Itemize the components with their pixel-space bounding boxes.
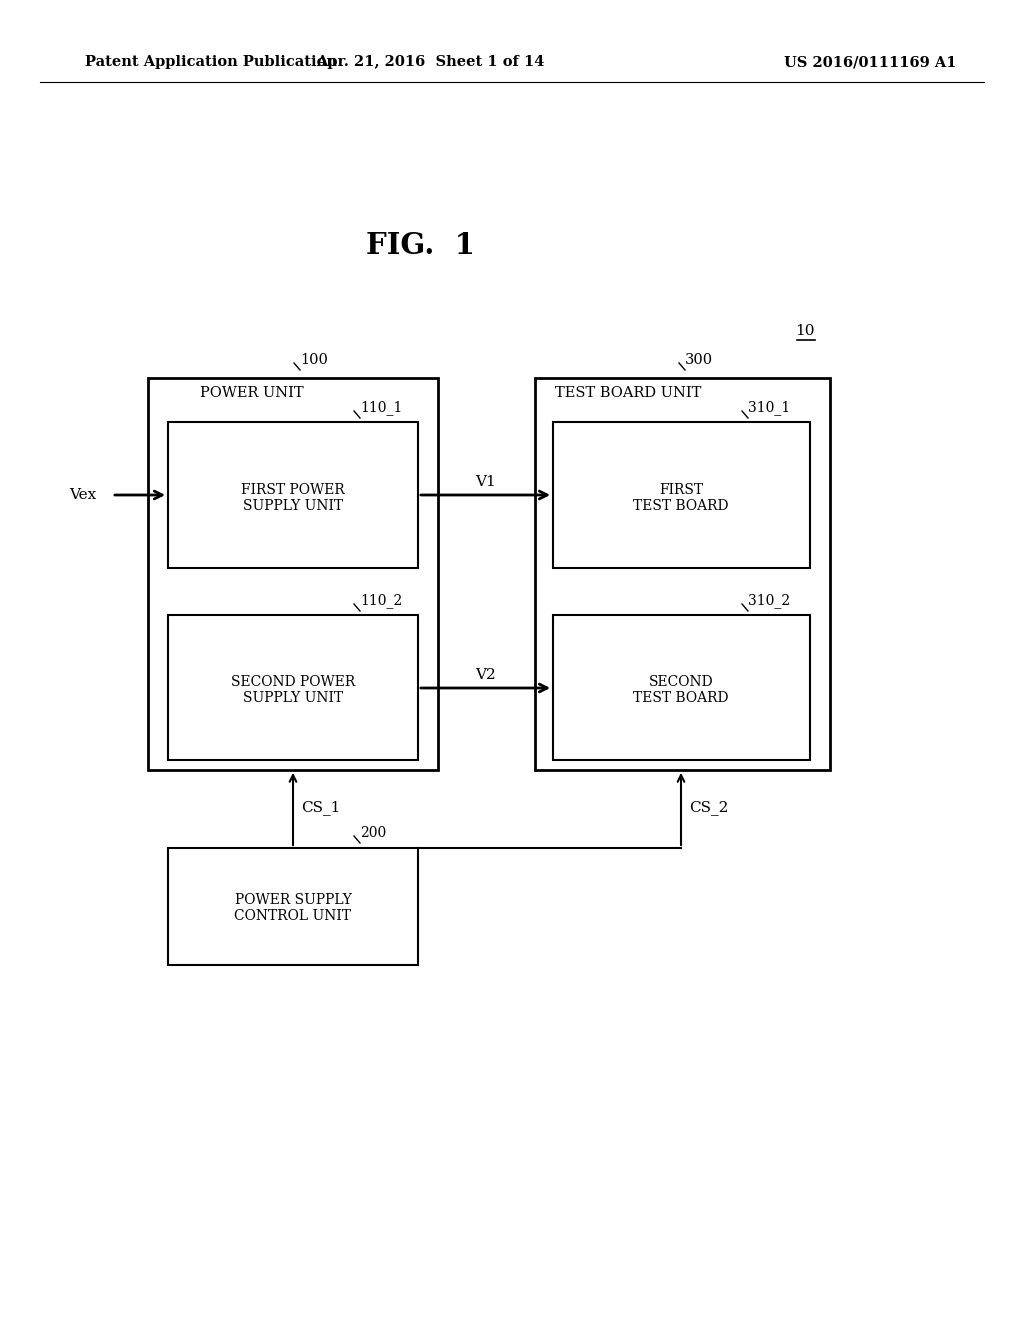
- Bar: [168, 615, 418, 760]
- Text: US 2016/0111169 A1: US 2016/0111169 A1: [783, 55, 956, 69]
- Text: 110_2: 110_2: [360, 594, 402, 609]
- Text: 200: 200: [360, 826, 386, 840]
- Text: FIRST
TEST BOARD: FIRST TEST BOARD: [633, 483, 729, 513]
- Bar: [553, 422, 810, 568]
- Text: TEST BOARD UNIT: TEST BOARD UNIT: [555, 385, 701, 400]
- Text: SECOND POWER
SUPPLY UNIT: SECOND POWER SUPPLY UNIT: [230, 675, 355, 705]
- Text: Apr. 21, 2016  Sheet 1 of 14: Apr. 21, 2016 Sheet 1 of 14: [315, 55, 544, 69]
- Bar: [553, 615, 810, 760]
- Text: 110_1: 110_1: [360, 400, 402, 416]
- Text: 100: 100: [300, 352, 328, 367]
- Text: V1: V1: [475, 475, 496, 488]
- Text: Vex: Vex: [69, 488, 96, 502]
- Text: 10: 10: [796, 323, 815, 338]
- Text: CS_2: CS_2: [689, 800, 728, 816]
- Text: FIG.  1: FIG. 1: [366, 231, 474, 260]
- Text: FIRST POWER
SUPPLY UNIT: FIRST POWER SUPPLY UNIT: [241, 483, 345, 513]
- Text: Patent Application Publication: Patent Application Publication: [85, 55, 337, 69]
- Text: 310_2: 310_2: [748, 594, 791, 609]
- Text: POWER SUPPLY
CONTROL UNIT: POWER SUPPLY CONTROL UNIT: [234, 892, 351, 923]
- Text: CS_1: CS_1: [301, 800, 340, 816]
- Text: POWER UNIT: POWER UNIT: [200, 385, 304, 400]
- Bar: [535, 378, 830, 770]
- Bar: [168, 422, 418, 568]
- Bar: [148, 378, 438, 770]
- Text: SECOND
TEST BOARD: SECOND TEST BOARD: [633, 675, 729, 705]
- Text: 300: 300: [685, 352, 713, 367]
- Text: V2: V2: [475, 668, 496, 682]
- Bar: [168, 847, 418, 965]
- Text: 310_1: 310_1: [748, 400, 791, 416]
